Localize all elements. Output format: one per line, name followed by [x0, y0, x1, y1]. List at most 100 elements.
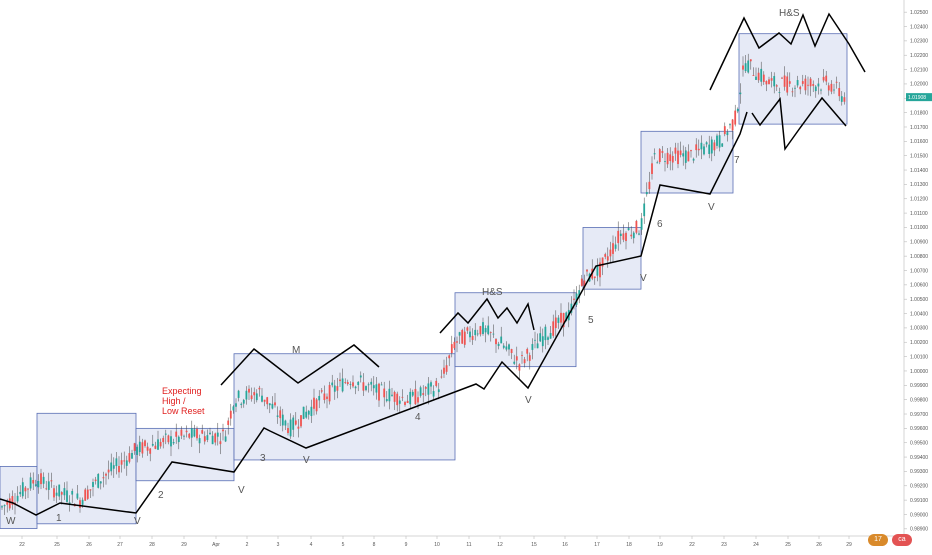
candle-body — [24, 487, 27, 492]
candle-body — [349, 384, 352, 385]
candle-body — [183, 435, 185, 437]
candle-body — [40, 473, 42, 485]
candle-body — [687, 151, 690, 162]
candle-body — [625, 232, 627, 242]
candle-body — [313, 397, 315, 409]
candle-body — [541, 336, 544, 347]
range-box — [135, 427, 235, 482]
candle-body — [658, 149, 661, 163]
candle-body — [16, 495, 19, 502]
candle-body — [547, 337, 549, 340]
candle-body — [744, 63, 747, 72]
candle-body — [700, 142, 703, 150]
candle-body — [310, 406, 313, 416]
candle-body — [315, 399, 318, 412]
candle-body — [513, 361, 516, 364]
candle-body — [216, 432, 219, 437]
candle-body — [414, 388, 417, 405]
candle-body — [81, 499, 84, 505]
y-tick-label: 1.02100 — [910, 67, 928, 73]
pattern-annotation: M — [292, 345, 300, 356]
candle-body — [430, 382, 432, 387]
candle-body — [297, 426, 300, 429]
candle-body — [263, 399, 266, 402]
candle-body — [8, 498, 11, 509]
x-tick-label: 15 — [531, 542, 537, 548]
x-tick-label: 23 — [721, 542, 727, 548]
candle-body — [606, 256, 609, 261]
candle-body — [333, 385, 336, 392]
candle-body — [609, 249, 612, 257]
candle-body — [523, 359, 526, 364]
candle-body — [762, 74, 765, 82]
candle-body — [497, 343, 500, 347]
x-tick-label: 22 — [19, 542, 25, 548]
pattern-line — [439, 297, 535, 334]
candle-body — [190, 428, 193, 438]
x-tick-label: 5 — [342, 542, 345, 548]
candle-body — [562, 313, 565, 328]
expectation-note: Low Reset — [162, 406, 205, 416]
candle-body — [593, 276, 596, 279]
candle-body — [482, 322, 484, 334]
candle-body — [151, 443, 154, 446]
candle-body — [336, 386, 339, 391]
x-tick-label: 3 — [277, 542, 280, 548]
candle-body — [274, 402, 276, 406]
pattern-line — [709, 12, 866, 91]
candle-body — [162, 437, 165, 443]
y-tick-label: 1.01100 — [910, 211, 928, 217]
candle-body — [86, 489, 89, 499]
candle-body — [206, 435, 209, 440]
candle-body — [383, 388, 386, 398]
candle-body — [196, 428, 198, 439]
x-tick-label: 2 — [246, 542, 249, 548]
candle-body — [58, 484, 61, 497]
candle-body — [570, 303, 573, 313]
candle-body — [518, 364, 521, 371]
candle-body — [146, 446, 149, 451]
pattern-annotation: H&S — [779, 8, 800, 19]
candle-body — [120, 460, 123, 465]
y-tick-label: 1.00900 — [910, 240, 928, 246]
pattern-line — [220, 344, 380, 386]
candle-body — [630, 234, 633, 237]
candle-body — [188, 433, 191, 438]
candle-body — [66, 490, 68, 502]
candle-body — [138, 441, 141, 453]
candle-body — [388, 388, 391, 402]
candle-body — [60, 492, 63, 495]
candle-body — [804, 78, 807, 91]
candle-body — [622, 233, 625, 240]
y-tick-label: 1.00400 — [910, 311, 928, 317]
candle-body — [510, 349, 513, 354]
candle-body — [515, 356, 518, 361]
candle-body — [443, 367, 445, 374]
x-tick-label: 8 — [373, 542, 376, 548]
y-tick-label: 1.00700 — [910, 268, 928, 274]
candle-body — [781, 77, 783, 79]
candle-body — [258, 387, 261, 390]
candle-body — [105, 473, 107, 476]
candle-body — [495, 339, 497, 345]
candle-body — [393, 391, 396, 402]
candle-body — [755, 76, 757, 80]
candle-body — [705, 142, 708, 145]
candle-body — [406, 400, 409, 404]
candle-body — [765, 81, 768, 85]
candle-body — [825, 75, 828, 82]
candle-body — [734, 110, 737, 125]
candle-body — [752, 75, 755, 76]
candle-body — [812, 84, 815, 86]
candle-body — [45, 488, 48, 490]
candle-body — [411, 391, 414, 396]
candle-body — [619, 233, 622, 237]
candle-body — [37, 480, 40, 488]
candle-body — [396, 393, 399, 406]
x-tick-label: 16 — [562, 542, 568, 548]
candle-body — [775, 85, 778, 87]
candle-body — [245, 390, 248, 400]
candle-body — [448, 355, 451, 359]
candle-body — [534, 339, 536, 341]
